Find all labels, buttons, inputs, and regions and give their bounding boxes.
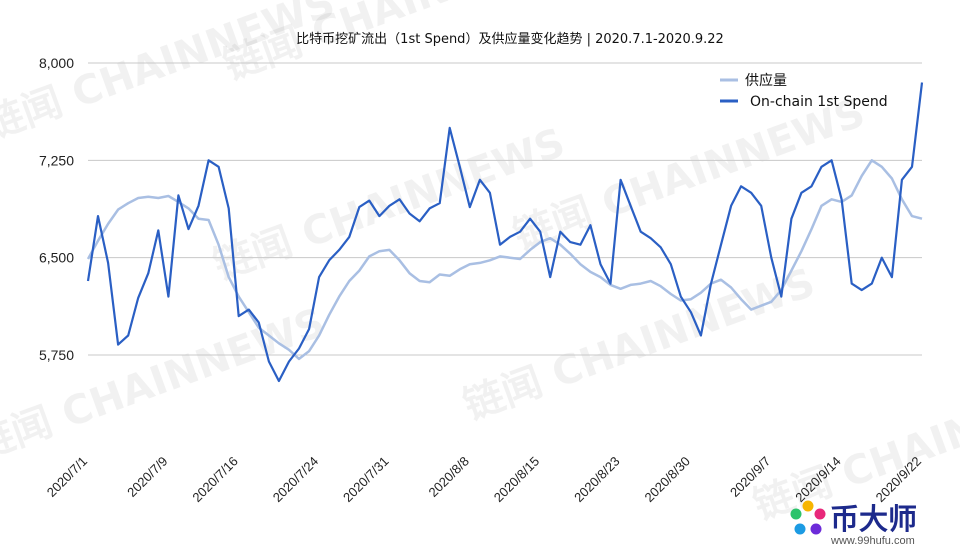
x-tick-label: 2020/7/1 [44, 454, 90, 500]
watermark-text: 链闻 CHAINNEWS [0, 300, 331, 470]
logo: 币大师 www.99hufu.com [790, 500, 917, 547]
x-tick-label: 2020/7/24 [270, 454, 322, 506]
logo-url: www.99hufu.com [830, 535, 915, 547]
y-tick-label: 5,750 [39, 347, 74, 363]
legend-label-supply: 供应量 [745, 72, 787, 89]
x-tick-label: 2020/8/8 [426, 454, 472, 500]
x-tick-label: 2020/8/23 [571, 454, 623, 506]
y-axis-ticks: 8,000 7,250 6,500 5,750 [39, 55, 74, 363]
y-tick-label: 6,500 [39, 250, 74, 266]
series-line-1st-spend [86, 82, 924, 383]
x-tick-label: 2020/8/15 [491, 454, 543, 506]
legend-label-1st-spend: On-chain 1st Spend [750, 94, 888, 110]
y-tick-label: 7,250 [39, 152, 74, 168]
legend: 供应量 On-chain 1st Spend [720, 72, 888, 110]
flower-icon [790, 500, 826, 535]
watermark-text: 链闻 CHAINNEWS [458, 260, 821, 430]
y-tick-label: 8,000 [39, 55, 74, 71]
chart-title: 比特币挖矿流出（1st Spend）及供应量变化趋势 | 2020.7.1-20… [296, 31, 724, 47]
x-tick-label: 2020/8/30 [642, 454, 694, 506]
x-tick-label: 2020/7/16 [189, 454, 241, 506]
series-layer [86, 82, 924, 383]
watermark-text: 链闻 CHAINNEWS [208, 120, 571, 290]
logo-title: 币大师 [830, 502, 917, 536]
x-tick-label: 2020/7/31 [340, 454, 392, 506]
x-tick-label: 2020/7/9 [124, 454, 170, 500]
